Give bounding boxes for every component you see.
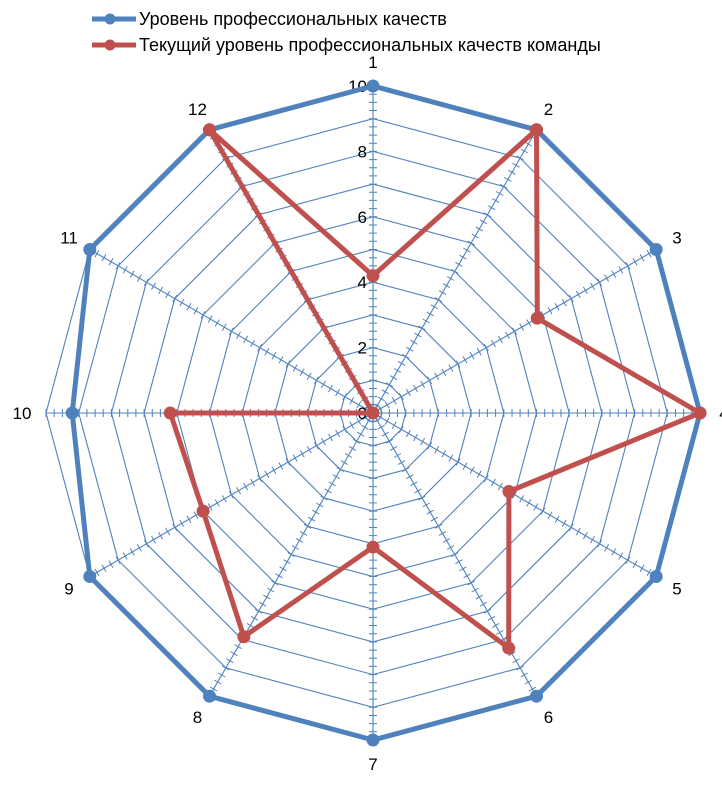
series-2-point-9 (196, 504, 210, 518)
category-label-2: 2 (544, 100, 553, 119)
series-2-point-2 (530, 123, 543, 137)
series-1-point-11 (83, 243, 97, 256)
spoke-ticks-11 (87, 245, 369, 413)
category-label-12: 12 (188, 100, 207, 119)
legend-marker-series-2 (92, 39, 136, 51)
series-1-point-9 (83, 570, 97, 583)
series-2-point-10 (163, 406, 177, 420)
spoke-ticks-1 (369, 85, 377, 406)
spoke-ticks-6 (373, 417, 541, 699)
series-1-point-7 (366, 733, 380, 747)
series-2-point-5 (502, 484, 516, 498)
category-label-4: 4 (719, 404, 722, 423)
r-tick-label-4: 4 (358, 273, 367, 292)
series-2-point-1 (366, 269, 380, 283)
series-line-2 (167, 127, 703, 651)
category-label-11: 11 (60, 229, 78, 248)
series-2-point-6 (502, 641, 516, 655)
category-label-6: 6 (544, 708, 553, 727)
spoke-ticks-2 (373, 127, 541, 409)
r-tick-label-2: 2 (358, 339, 367, 358)
r-tick-label-8: 8 (358, 142, 367, 161)
category-label-3: 3 (672, 229, 681, 248)
series-1-point-6 (530, 689, 543, 703)
series-2-point-11 (366, 406, 380, 420)
spoke-ticks-4 (380, 409, 701, 417)
series-1-point-1 (366, 79, 380, 93)
legend-label-series-1: Уровень профессиональных качеств (139, 9, 447, 29)
series-1-point-3 (649, 243, 663, 256)
series-2-point-4 (693, 406, 707, 420)
category-label-5: 5 (672, 580, 681, 599)
series-1-point-8 (203, 689, 216, 703)
series-1-point-10 (65, 406, 79, 420)
r-tick-label-6: 6 (358, 208, 367, 227)
spoke-ticks-5 (377, 413, 659, 581)
category-label-10: 10 (13, 404, 32, 423)
series-1-point-5 (649, 570, 663, 583)
legend-marker-series-1 (92, 13, 136, 25)
category-label-1: 1 (368, 53, 377, 72)
series-2-point-3 (530, 311, 544, 325)
spoke-ticks-7 (369, 420, 377, 741)
spoke-ticks-9 (87, 413, 369, 581)
category-label-9: 9 (64, 580, 73, 599)
series-2-point-12 (203, 123, 216, 137)
series-2-point-7 (366, 540, 380, 554)
series-2-point-8 (237, 630, 251, 644)
category-label-8: 8 (193, 708, 202, 727)
category-label-7: 7 (368, 755, 377, 774)
legend-label-series-2: Текущий уровень профессиональных качеств… (139, 35, 601, 55)
